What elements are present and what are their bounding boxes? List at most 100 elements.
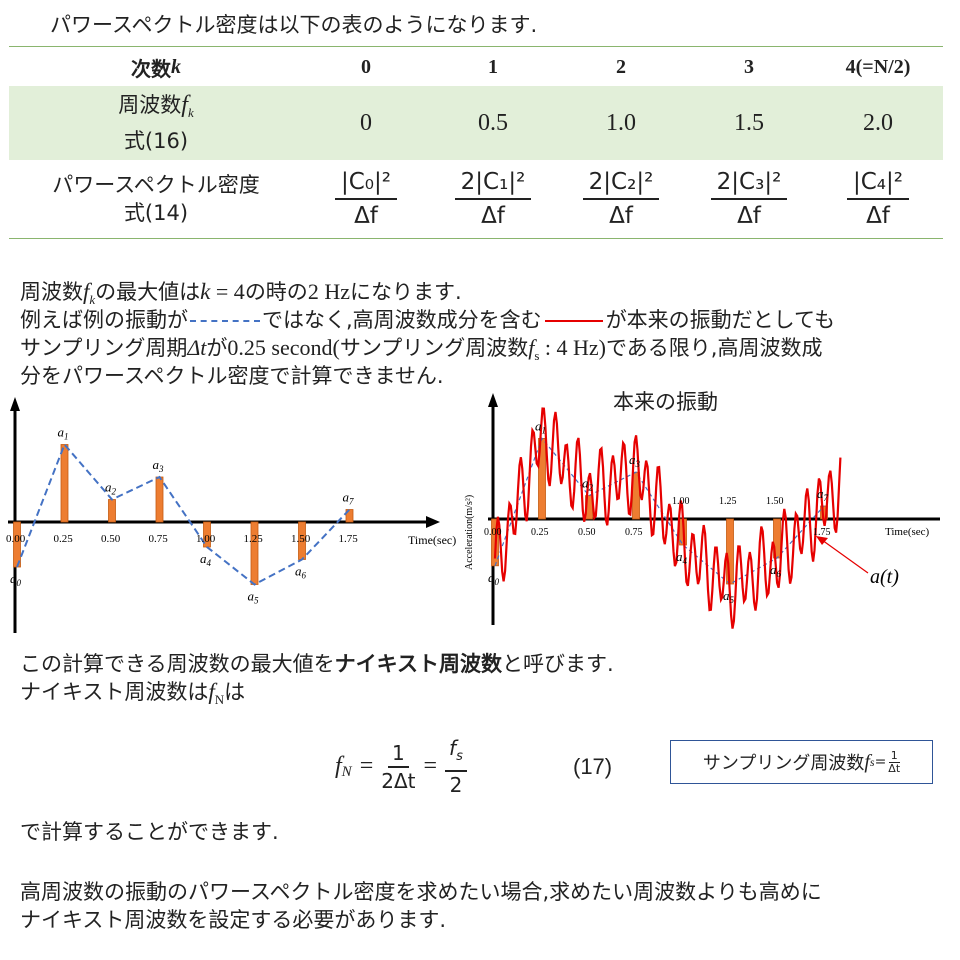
sub-k: k — [89, 292, 96, 308]
table-cell: |C₀|² Δf — [303, 160, 429, 238]
sample-bar — [60, 444, 69, 523]
x-tick-label: 1.25 — [244, 533, 264, 545]
sample-label-sub: 7 — [349, 497, 354, 507]
equation-number: (17) — [573, 754, 613, 779]
x-tick-label: 1.00 — [672, 496, 690, 507]
sample-label-sub: 0 — [17, 578, 22, 588]
psd-denominator: Δf — [481, 203, 505, 229]
box-den: Δt — [888, 761, 901, 775]
header-cell: 4(=N/2) — [845, 55, 911, 78]
sample-label-sub: 2 — [589, 483, 594, 493]
sample-label-sub: 5 — [730, 595, 735, 605]
frequency-equation-ref: 式(16) — [123, 129, 189, 154]
frequency-sub: k — [187, 105, 194, 121]
para1-line4: 分をパワースペクトル密度で計算できません. — [20, 364, 444, 388]
sample-label-sub: 5 — [254, 596, 259, 606]
sample-label: a7 — [817, 486, 829, 503]
x-tick-label: 0.75 — [625, 527, 643, 538]
sample-label: a0 — [488, 570, 500, 587]
psd-numerator: 2|C₂|² — [582, 168, 660, 200]
header-cell: 2 — [616, 55, 626, 78]
para4-line2: ナイキスト周波数を設定する必要があります. — [20, 908, 447, 932]
sample-label-sub: 1 — [64, 432, 69, 442]
fraction-den: 2 — [449, 773, 463, 797]
y-axis-label: Acceleration(m/s²) — [464, 495, 475, 570]
text: 例えば例の振動が — [20, 308, 188, 332]
x-axis-arrow — [426, 516, 440, 528]
sample-label: a2 — [105, 480, 117, 497]
original-signal-line — [493, 407, 842, 629]
psd-denominator: Δf — [737, 203, 761, 229]
symbol-f: f — [83, 279, 90, 304]
table-cell: 0 — [360, 109, 372, 136]
text: と呼びます. — [501, 652, 614, 676]
signal-pointer-arrow — [816, 536, 828, 545]
text: の時の — [244, 280, 308, 304]
sample-label-sub: 0 — [495, 577, 500, 587]
para2-line1: この計算できる周波数の最大値をナイキスト周波数と呼びます. — [20, 651, 614, 677]
sample-label: a1 — [58, 425, 69, 442]
text: : 4 Hz) — [539, 335, 606, 360]
text: は — [224, 680, 246, 704]
sub-N: N — [214, 692, 225, 708]
symbol-k: k — [200, 279, 211, 304]
text: 2 Hz — [307, 279, 350, 304]
table-cell: 2|C₁|² Δf — [429, 160, 557, 238]
table-frequency-row: 周波数fk 式(16) 0 0.5 1.0 1.5 2.0 — [9, 86, 943, 161]
sample-bar — [108, 499, 116, 523]
x-tick-label: 0.00 — [6, 533, 26, 545]
sample-label: a1 — [535, 418, 546, 435]
y-axis-arrow — [10, 397, 20, 411]
frequency-label-text: 周波数 — [118, 92, 182, 117]
para1-line1: 周波数fkの最大値はk = 4の時の2 Hzになります. — [20, 279, 462, 313]
right-signal-chart: Acceleration(m/s²) 0.00 0.25 0.50 0.75 1.00 1.… — [464, 393, 940, 629]
sample-label-sub: 3 — [158, 464, 164, 474]
table-psd-row: パワースペクトル密度 式(14) |C₀|² Δf 2|C₁|² Δf 2|C₂|²… — [9, 160, 943, 239]
psd-equation-ref: 式(14) — [123, 201, 189, 225]
header-order: 次数 k — [9, 47, 303, 87]
psd-denominator: Δf — [866, 203, 890, 229]
psd-label-text: パワースペクトル密度 — [52, 173, 260, 197]
symbol-dt: Δt — [187, 335, 207, 360]
para1-line3: サンプリング周期Δtが0.25 second(サンプリング周波数fs : 4 H… — [20, 335, 822, 369]
text: この計算できる周波数の最大値を — [20, 652, 335, 676]
x-tick-label: 1.25 — [719, 496, 737, 507]
fraction-sub: s — [456, 749, 463, 764]
x-tick-label: 1.50 — [766, 496, 784, 507]
table-cell: 2.0 — [863, 109, 893, 136]
signal-pointer-line — [821, 539, 869, 574]
psd-numerator: 2|C₃|² — [710, 168, 788, 200]
text: サンプリング周期 — [20, 336, 188, 360]
sample-label: a5 — [723, 588, 735, 605]
x-axis-label: Time(sec) — [885, 526, 930, 538]
signal-label: a(t) — [870, 566, 899, 588]
sample-label-sub: 1 — [542, 425, 547, 435]
x-tick-label: 0.25 — [54, 533, 74, 545]
dashed-line-legend — [190, 320, 260, 322]
frequency-symbol: f — [181, 91, 188, 118]
sampling-frequency-box: サンプリング周波数 f s = 1 Δt — [670, 740, 933, 784]
psd-numerator: 2|C₁|² — [454, 168, 532, 200]
psd-denominator: Δf — [354, 203, 378, 229]
x-tick-label: 0.00 — [484, 527, 502, 538]
equals-sign: = — [359, 753, 374, 779]
right-chart-title: 本来の振動 — [613, 390, 718, 414]
psd-numerator: |C₀|² — [335, 168, 397, 200]
sample-bar — [155, 476, 164, 523]
sample-label: a4 — [200, 551, 212, 568]
sample-label-sub: 6 — [302, 571, 307, 581]
sample-label-sub: 4 — [207, 558, 212, 568]
text: になります. — [349, 280, 462, 304]
symbol-f: f — [208, 679, 215, 704]
sample-label-sub: 2 — [112, 487, 117, 497]
text: = 4 — [210, 279, 245, 304]
sample-label: a4 — [676, 549, 688, 566]
box-num: 1 — [888, 748, 900, 763]
sample-label-sub: 7 — [824, 493, 829, 503]
table-header-row: 次数 k 0 1 2 3 4(=N/2) — [9, 46, 943, 88]
fraction-1: 1 2Δt — [381, 740, 415, 794]
equals-sign: = — [423, 753, 438, 779]
symbol-f: f — [528, 335, 535, 360]
x-tick-label: 1.00 — [196, 533, 216, 545]
